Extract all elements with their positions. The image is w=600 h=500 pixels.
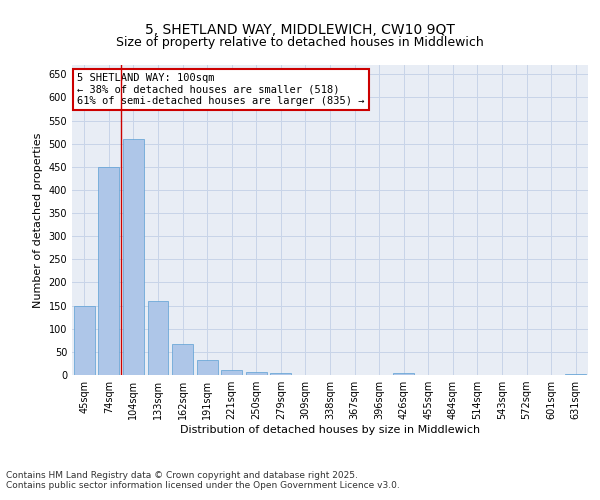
Bar (565, 374, 586, 375)
Text: 5 SHETLAND WAY: 100sqm
← 38% of detached houses are smaller (518)
61% of semi-de: 5 SHETLAND WAY: 100sqm ← 38% of detached… (77, 72, 365, 106)
X-axis label: Distribution of detached houses by size in Middlewich: Distribution of detached houses by size … (180, 425, 480, 435)
Bar (74, 306, 95, 375)
Bar (271, 373, 292, 375)
Text: Contains public sector information licensed under the Open Government Licence v3: Contains public sector information licen… (6, 481, 400, 490)
Bar (246, 372, 267, 375)
Text: 5, SHETLAND WAY, MIDDLEWICH, CW10 9QT: 5, SHETLAND WAY, MIDDLEWICH, CW10 9QT (145, 22, 455, 36)
Y-axis label: Number of detached properties: Number of detached properties (33, 132, 43, 308)
Bar (197, 360, 218, 375)
Bar (148, 301, 169, 375)
Bar (123, 139, 144, 375)
Bar (221, 370, 242, 375)
Bar (98, 167, 119, 375)
Text: Contains HM Land Registry data © Crown copyright and database right 2025.: Contains HM Land Registry data © Crown c… (6, 471, 358, 480)
Bar (172, 344, 193, 375)
Bar (393, 372, 414, 375)
Text: Size of property relative to detached houses in Middlewich: Size of property relative to detached ho… (116, 36, 484, 49)
